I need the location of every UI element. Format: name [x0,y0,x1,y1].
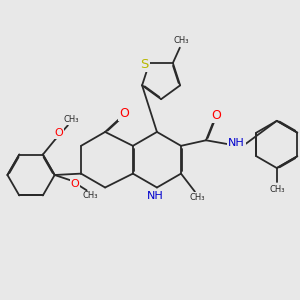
Text: O: O [54,128,63,138]
Text: NH: NH [147,191,164,201]
Text: O: O [211,109,221,122]
Text: CH₃: CH₃ [189,193,205,202]
Text: NH: NH [228,138,245,148]
Text: O: O [119,107,129,120]
Text: S: S [140,58,148,71]
Text: CH₃: CH₃ [63,115,79,124]
Text: CH₃: CH₃ [269,185,285,194]
Text: CH₃: CH₃ [173,36,189,45]
Text: CH₃: CH₃ [82,191,98,200]
Text: O: O [71,179,80,189]
